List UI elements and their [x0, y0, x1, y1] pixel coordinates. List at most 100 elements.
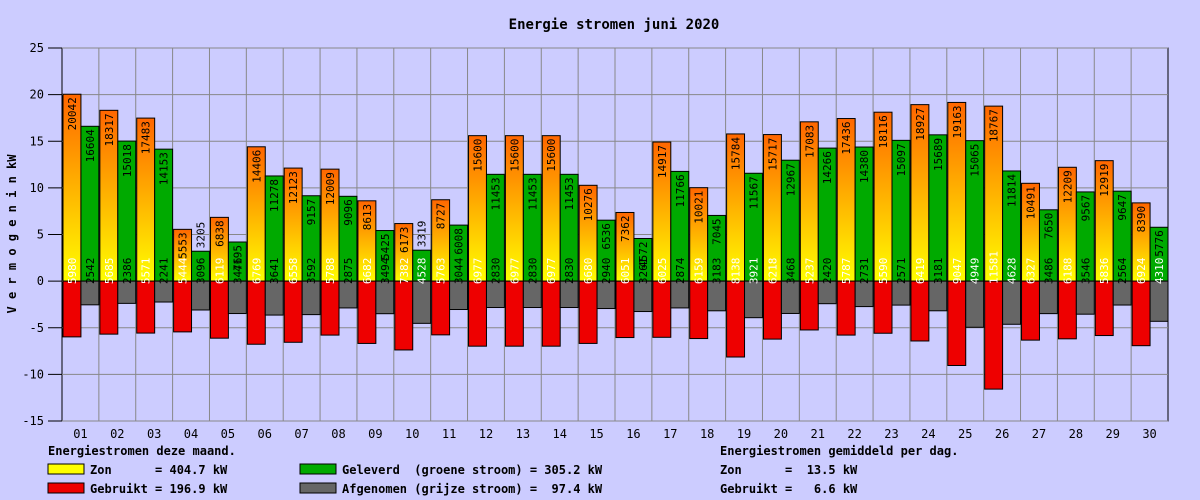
y-tick-label: 15: [30, 134, 44, 148]
bar-afgenomen: [80, 280, 100, 306]
data-label: 2241: [158, 258, 171, 285]
data-label: 3181: [932, 258, 945, 285]
data-label: 7650: [1042, 213, 1055, 240]
bar-gebruikt: [726, 280, 746, 358]
data-label: 2420: [821, 258, 834, 285]
bar-gebruikt: [1094, 280, 1114, 337]
x-tick-label: 02: [110, 427, 124, 441]
y-ticks: -15 -10 -5 0 5 10 15 20 25: [22, 41, 62, 428]
bar-afgenomen: [965, 280, 985, 328]
data-label: 14406: [250, 150, 263, 183]
data-label: 9567: [1079, 195, 1092, 222]
bar-afgenomen: [891, 280, 911, 306]
data-label: 8138: [730, 258, 743, 285]
data-label: 5776: [1153, 230, 1166, 257]
data-label: 12009: [324, 172, 337, 205]
legend-gebruikt: Gebruikt = 196.9 kW: [90, 482, 228, 496]
daily-gebruikt: Gebruikt = 6.6 kW: [720, 482, 858, 496]
data-label: 2874: [674, 257, 687, 284]
bar-afgenomen: [854, 280, 874, 308]
data-label: 12919: [1098, 164, 1111, 197]
data-label: 10276: [582, 188, 595, 221]
data-label: 5590: [877, 258, 890, 285]
data-label: 2564: [1116, 257, 1129, 284]
data-label: 20042: [66, 97, 79, 130]
data-label: 5685: [103, 258, 116, 285]
bar-gebruikt: [246, 280, 266, 345]
data-label: 10491: [1025, 186, 1038, 219]
x-tick-label: 26: [995, 427, 1009, 441]
y-tick-label: 10: [30, 181, 44, 195]
bar-gebruikt: [615, 280, 635, 339]
data-label: 6188: [1061, 258, 1074, 285]
data-label: 11453: [526, 177, 539, 210]
data-label: 5553: [177, 232, 190, 258]
data-label: 6025: [656, 258, 669, 285]
data-label: 5763: [435, 258, 448, 285]
bar-gebruikt: [136, 280, 156, 334]
bar-gebruikt: [283, 280, 303, 343]
data-label: 6536: [600, 223, 613, 250]
bar-afgenomen: [117, 280, 137, 304]
x-tick-label: 09: [368, 427, 382, 441]
data-label: 4572: [637, 241, 650, 267]
data-label: 2731: [858, 258, 871, 285]
data-label: 6924: [1135, 257, 1148, 284]
data-label: 15018: [121, 144, 134, 177]
bar-afgenomen: [744, 280, 763, 319]
y-tick-label: 20: [30, 88, 44, 102]
y-axis-label: V e r m o g e n i n kW: [5, 154, 19, 314]
data-label: 6680: [582, 258, 595, 285]
data-label: 11581: [988, 251, 1001, 284]
data-label: 6173: [398, 227, 411, 254]
x-tick-label: 15: [589, 427, 603, 441]
data-label: 3205: [195, 222, 208, 249]
y-tick-label: -10: [22, 367, 44, 381]
data-label: 18317: [103, 113, 116, 146]
bar-afgenomen: [301, 280, 321, 316]
data-label: 12967: [784, 163, 797, 196]
data-label: 7362: [619, 215, 632, 242]
bar-gebruikt: [394, 280, 414, 351]
data-label: 3641: [268, 258, 281, 285]
bar-gebruikt: [873, 280, 893, 334]
data-label: 11453: [489, 177, 502, 210]
data-label: 19163: [951, 105, 964, 138]
data-label: 3494: [379, 257, 392, 284]
data-label: 3261: [637, 258, 650, 285]
x-ticks: 01 02 03 04 05 06 07 08 09 10 11 12 13 14 15 16 17 18 19 20…: [73, 427, 1157, 441]
data-label: 12123: [287, 171, 300, 204]
data-label: 5425: [379, 234, 392, 260]
x-tick-label: 07: [294, 427, 308, 441]
bar-gebruikt: [947, 280, 967, 366]
data-label: 6682: [361, 258, 374, 285]
data-label: 17436: [840, 122, 853, 155]
data-label: 6977: [545, 258, 558, 285]
legend-swatch-geleverd: [299, 463, 337, 475]
data-label: 11814: [1006, 174, 1019, 207]
bar-afgenomen: [928, 280, 948, 312]
data-label: 14266: [821, 151, 834, 184]
bar-gebruikt: [173, 280, 193, 333]
y-tick-label: 5: [37, 228, 44, 242]
legend-swatch-gebruikt: [47, 482, 85, 494]
bar-afgenomen: [522, 280, 542, 309]
data-label: 12209: [1061, 170, 1074, 203]
x-tick-label: 25: [958, 427, 972, 441]
bar-afgenomen: [264, 280, 284, 316]
bar-afgenomen: [780, 280, 800, 314]
bar-afgenomen: [1112, 280, 1132, 306]
data-label: 7382: [398, 258, 411, 285]
bar-gebruikt: [99, 280, 119, 335]
chart-title: Energie stromen juni 2020: [509, 17, 720, 33]
x-tick-label: 14: [552, 427, 566, 441]
legend-afgenomen: Afgenomen (grijze stroom) = 97.4 kW: [342, 482, 603, 496]
data-label: 5444: [177, 257, 190, 284]
data-label: 6419: [914, 258, 927, 285]
data-label: 3921: [748, 258, 761, 285]
data-label: 15065: [969, 144, 982, 177]
data-label: 3546: [1079, 258, 1092, 285]
data-label: 5788: [324, 258, 337, 285]
x-tick-label: 13: [516, 427, 530, 441]
x-tick-label: 04: [184, 427, 198, 441]
